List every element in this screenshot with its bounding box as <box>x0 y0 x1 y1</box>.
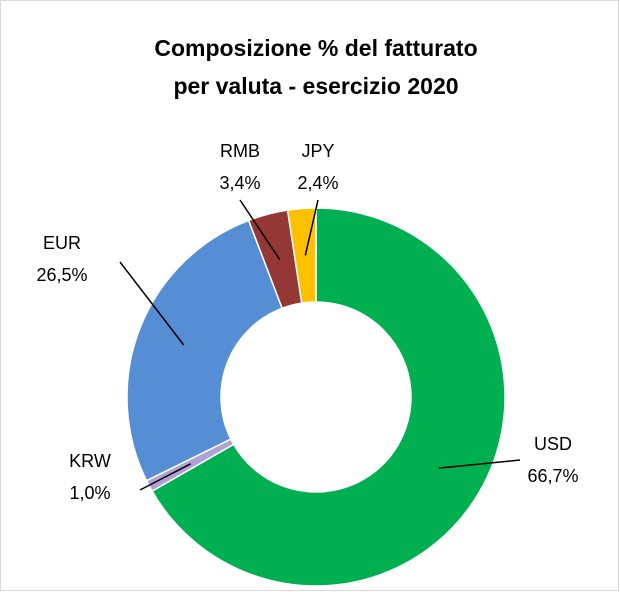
data-label-name: KRW <box>69 451 111 471</box>
data-label-value: 3,4% <box>219 173 260 193</box>
chart-title: per valuta - esercizio 2020 <box>173 73 458 99</box>
data-label-value: 1,0% <box>69 483 110 503</box>
data-label-value: 66,7% <box>527 466 578 486</box>
chart-title: Composizione % del fatturato <box>154 35 477 61</box>
data-label-value: 2,4% <box>297 173 338 193</box>
leader-line <box>119 261 185 346</box>
leader-line <box>438 459 521 469</box>
donut-slice <box>286 207 317 304</box>
leader-line <box>139 463 192 491</box>
data-label-name: RMB <box>220 141 260 161</box>
leader-line <box>304 199 319 256</box>
data-label-name: JPY <box>301 141 334 161</box>
leader-line <box>239 199 281 261</box>
data-label-value: 26,5% <box>36 265 87 285</box>
donut-slice <box>151 207 506 587</box>
donut-slice <box>126 219 284 482</box>
data-label-name: EUR <box>43 233 81 253</box>
data-label-name: USD <box>534 434 572 454</box>
